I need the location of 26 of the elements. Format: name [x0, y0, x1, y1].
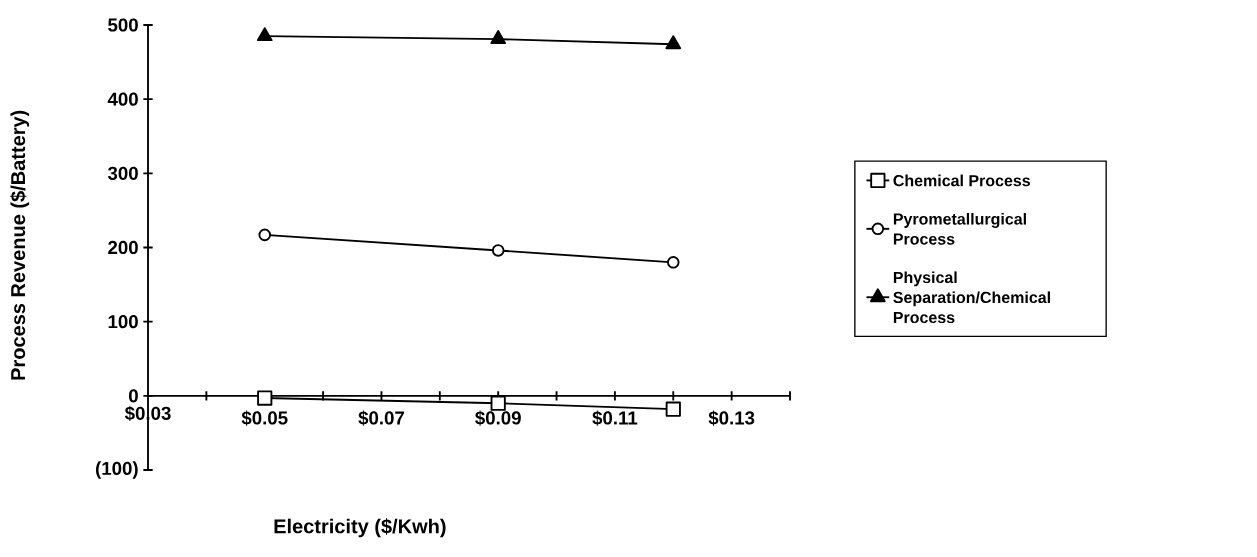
point: [667, 256, 680, 269]
legend-label: Chemical Process: [893, 174, 1030, 187]
point: [491, 244, 505, 257]
y-tick-label: 0: [128, 389, 138, 403]
y-axis-title: Process Revenue ($/Battery): [10, 110, 30, 380]
legend-label: Pyrometallurgical Process: [893, 212, 1026, 245]
y-tick-label: 300: [107, 166, 138, 180]
point: [665, 35, 682, 50]
point: [258, 228, 272, 242]
point: [490, 30, 507, 45]
x-tick-label: $0.13: [708, 410, 755, 426]
y-tick-label: 200: [108, 240, 138, 255]
x-tick-label: $0.11: [592, 410, 638, 426]
x-axis-title: Electricity ($/Kwh): [274, 518, 446, 538]
y-tick-label: (100): [95, 461, 138, 479]
y-tick-label: 100: [108, 315, 138, 329]
legend-label: Physical Separation/Chemical Process: [893, 271, 1050, 324]
x-tick-label: $0.07: [358, 410, 404, 426]
x-tick-label: $0.09: [475, 410, 521, 426]
point: [665, 401, 681, 417]
y-tick-label: 500: [108, 18, 138, 32]
point: [256, 27, 273, 42]
point: [490, 395, 506, 411]
point: [257, 390, 273, 406]
x-tick-label: $0.05: [241, 410, 288, 426]
y-tick-label: 400: [107, 92, 138, 106]
